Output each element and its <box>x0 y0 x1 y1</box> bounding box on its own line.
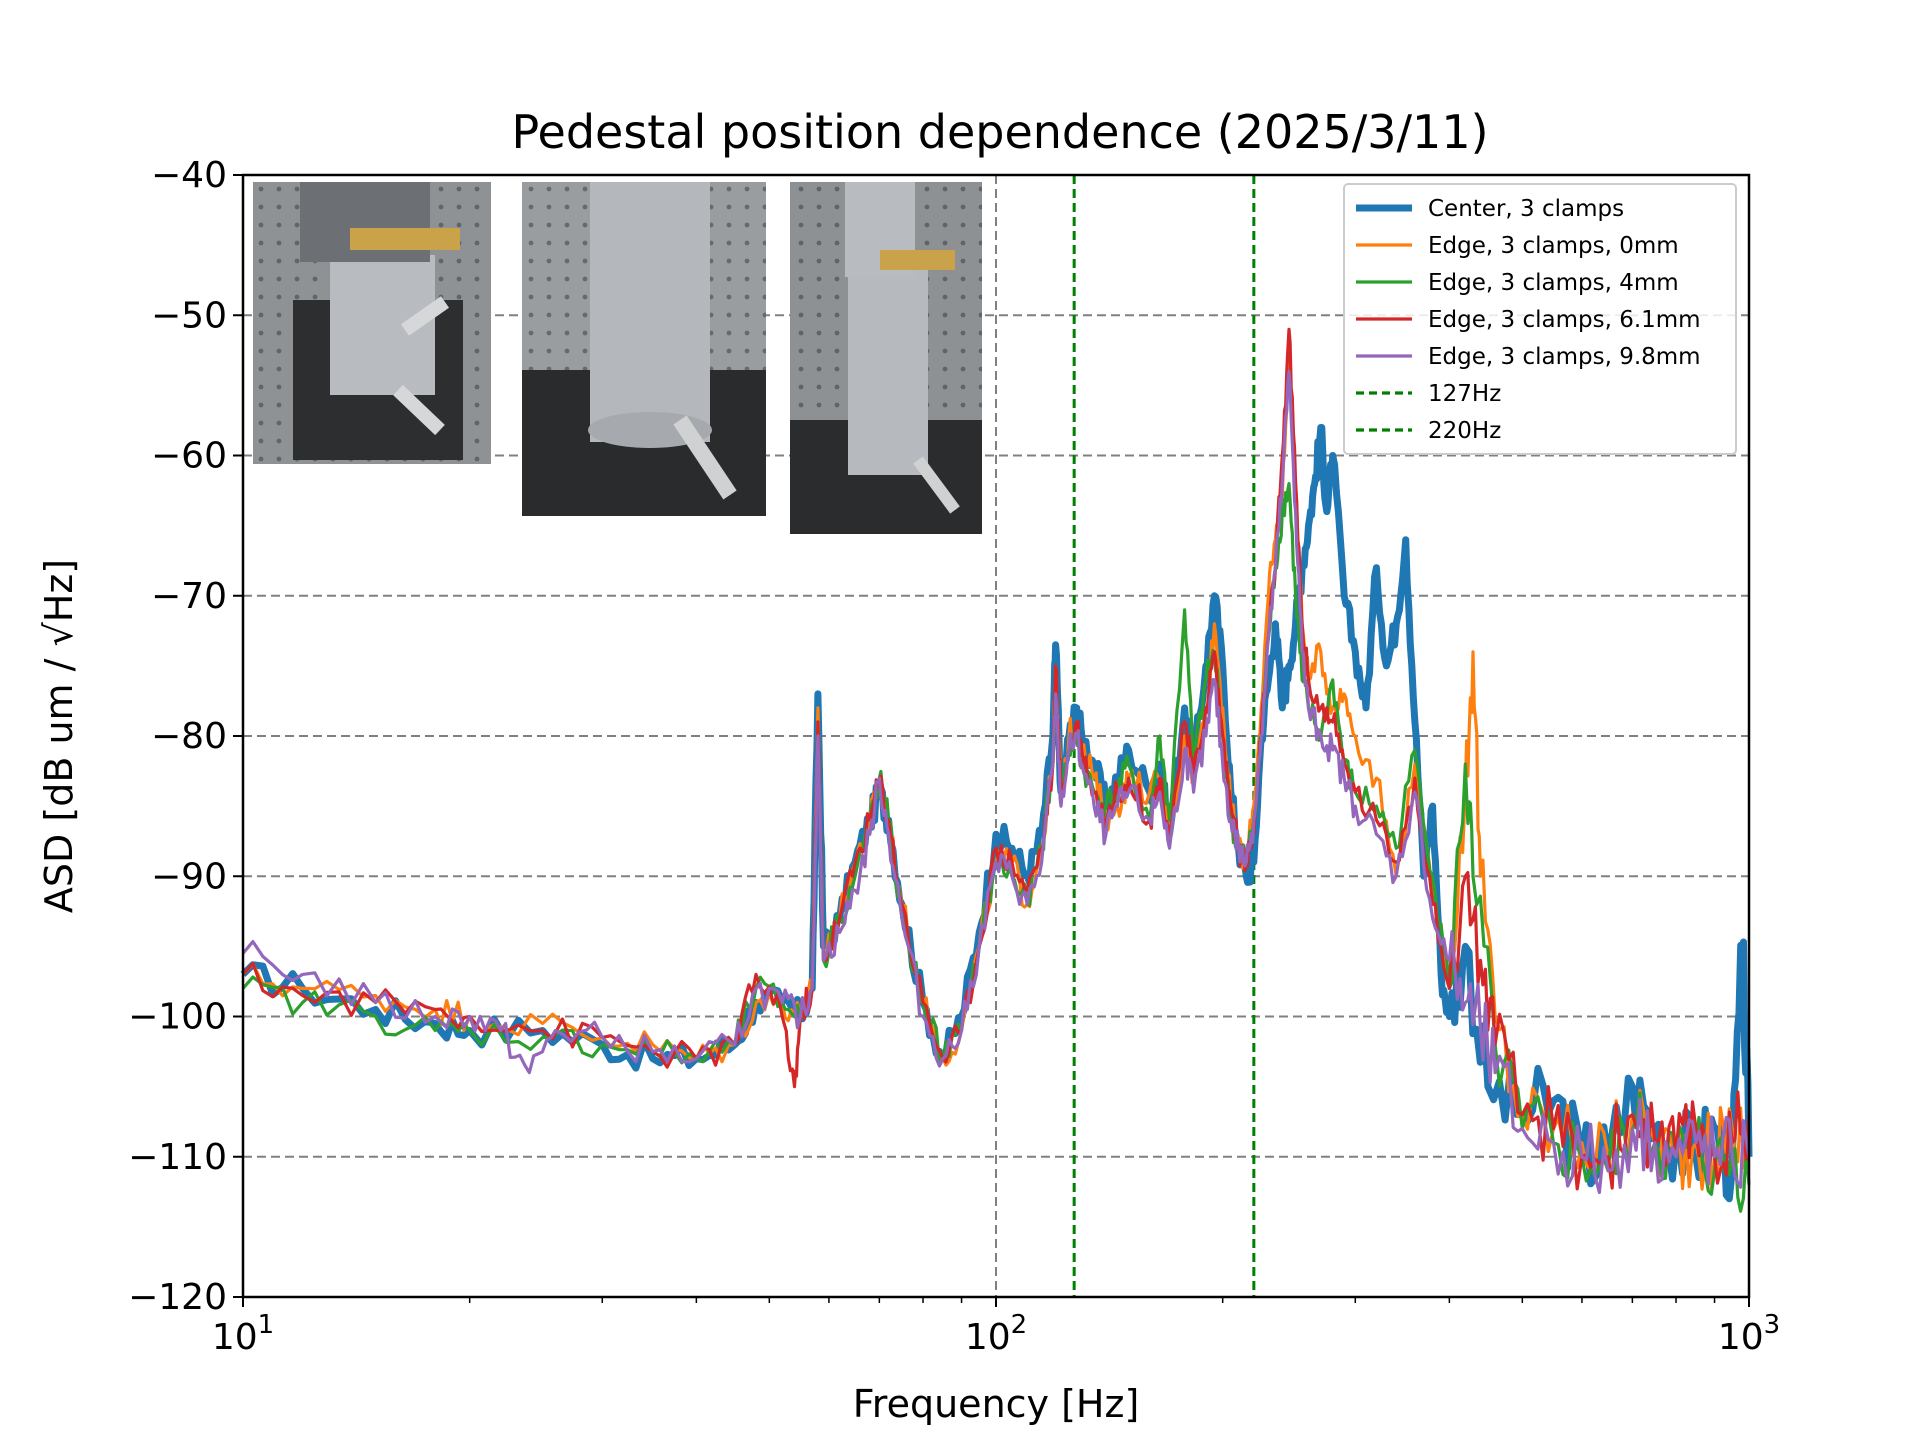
y-tick-label: −110 <box>128 1137 227 1178</box>
chart-title: Pedestal position dependence (2025/3/11) <box>511 105 1488 159</box>
y-tick-label: −100 <box>128 997 227 1038</box>
x-tick-base: 10 <box>1718 1317 1764 1358</box>
x-tick-exponent: 3 <box>1764 1310 1781 1340</box>
legend-label: Edge, 3 clamps, 9.8mm <box>1428 344 1701 370</box>
x-tick-label: 103 <box>1718 1310 1780 1358</box>
photo-edge-offset <box>790 182 982 534</box>
x-tick-label: 101 <box>212 1310 274 1358</box>
legend-label: Edge, 3 clamps, 0mm <box>1428 233 1679 259</box>
photo-insets <box>253 182 982 534</box>
x-tick-label: 102 <box>965 1310 1027 1358</box>
y-tick-label: −40 <box>151 155 227 196</box>
photo-center-clamps <box>253 182 491 464</box>
y-tick-label: −120 <box>128 1277 227 1318</box>
photo-edge-clamps <box>522 182 766 516</box>
y-tick-label: −70 <box>151 576 227 617</box>
x-tick-base: 10 <box>212 1317 258 1358</box>
legend-label: Center, 3 clamps <box>1428 196 1624 222</box>
y-axis-label: ASD [dB um / √Hz] <box>37 559 81 913</box>
series-lines <box>240 327 1753 1213</box>
x-tick-base: 10 <box>965 1317 1011 1358</box>
legend-label: 127Hz <box>1428 381 1501 407</box>
legend-label: Edge, 3 clamps, 6.1mm <box>1428 307 1701 333</box>
y-tick-label: −90 <box>151 856 227 897</box>
x-axis-label: Frequency [Hz] <box>853 1382 1140 1426</box>
series-line <box>241 369 1751 1195</box>
legend-box <box>1343 183 1737 455</box>
legend-label: Edge, 3 clamps, 4mm <box>1428 270 1679 296</box>
x-tick-exponent: 2 <box>1011 1310 1028 1340</box>
x-tick-exponent: 1 <box>258 1310 275 1340</box>
legend-label: 220Hz <box>1428 418 1501 444</box>
y-tick-label: −50 <box>151 295 227 336</box>
y-tick-label: −80 <box>151 716 227 757</box>
y-tick-label: −60 <box>151 436 227 477</box>
legend: Center, 3 clamps Edge, 3 clamps, 0mm Edge,… <box>1343 183 1737 455</box>
